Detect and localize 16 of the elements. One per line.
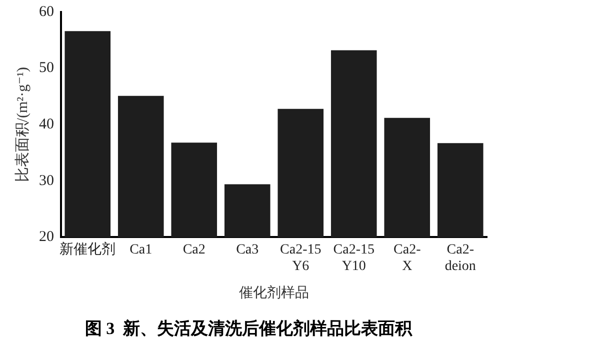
x-tick-label: Ca2-15 Y10 [333,242,374,274]
x-tick-label: Ca2-15 Y6 [280,242,322,274]
x-axis-title: 催化剂样品 [239,284,309,301]
text: 图 3 新、失活及清洗后催化剂样品比表面积 [84,319,414,338]
y-tick-label: 30 [39,172,54,189]
y-tick-label: 60 [39,4,54,20]
y-tick-label: 20 [39,229,54,246]
x-tick-label: Ca3 [236,242,259,258]
y-tick-label: 50 [39,60,54,76]
x-tick-label: 新催化剂 [60,241,116,258]
x-tick-label: Ca2 [182,242,206,258]
y-tick-label: 40 [39,116,54,133]
y-axis-title: 比表面积/(m²·g⁻¹) [14,66,31,182]
x-tick-label: Ca2- X [394,242,422,274]
x-tick-label: Ca1 [130,242,152,258]
x-tick-label: Ca2- deion [444,242,476,274]
